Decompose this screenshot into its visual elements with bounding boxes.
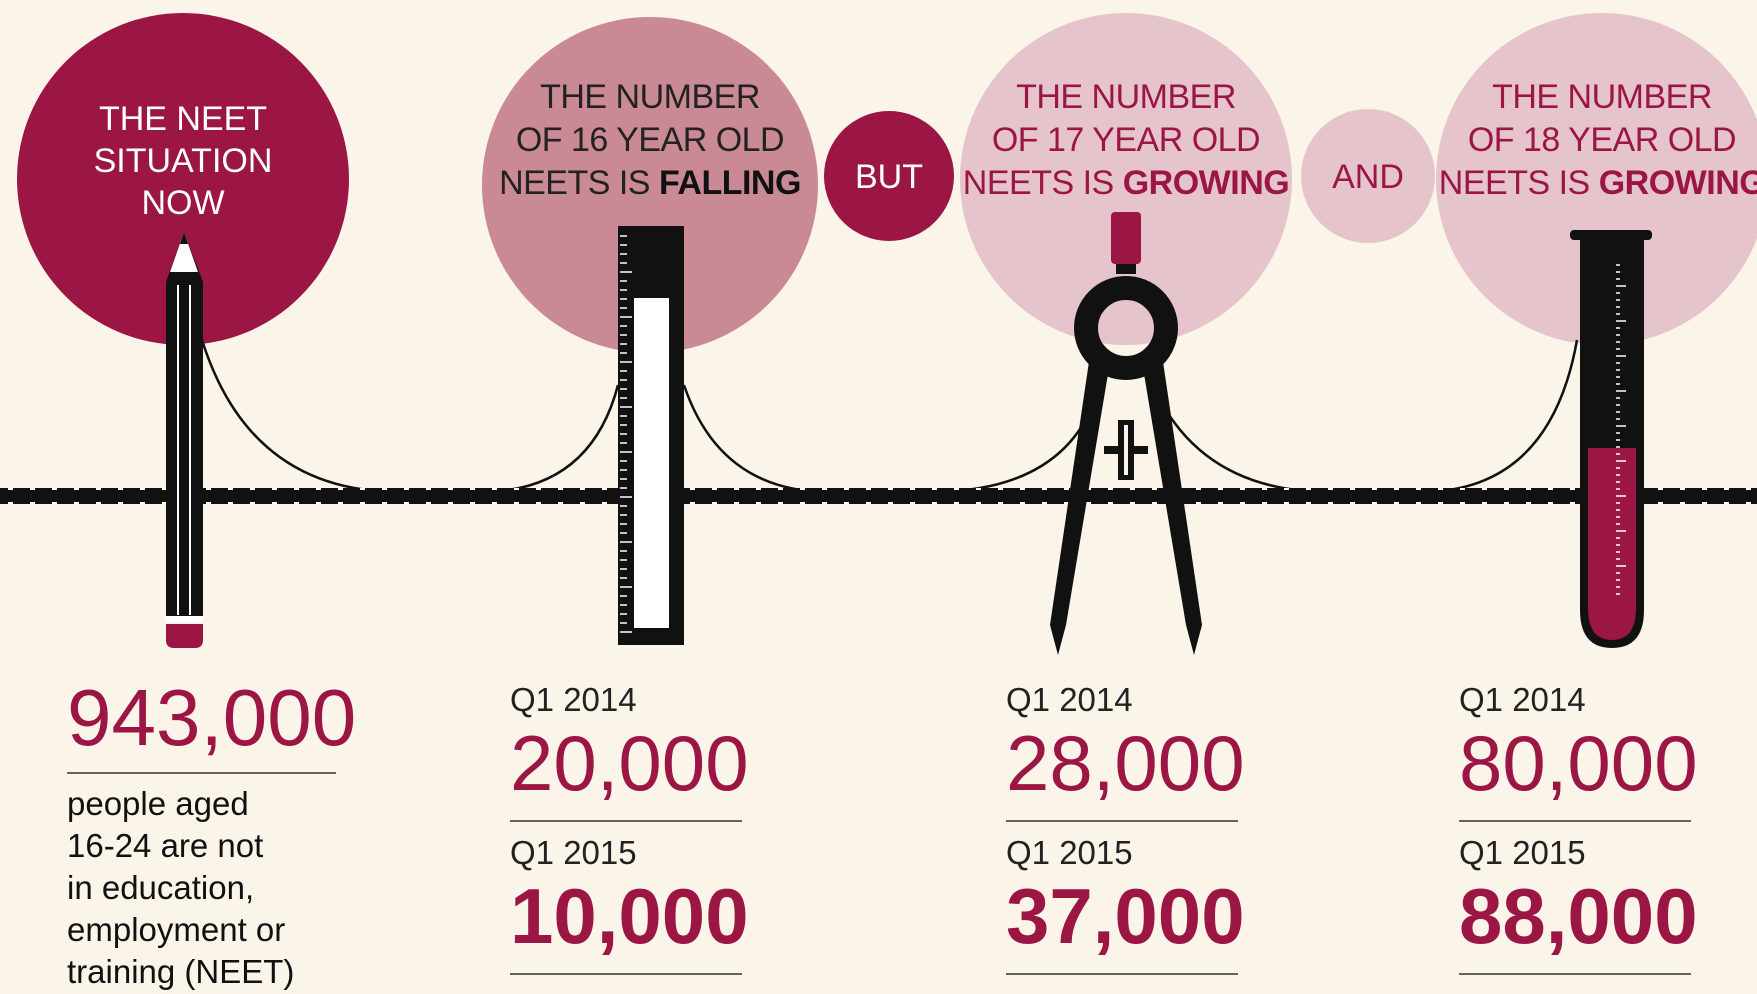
panel-title: OF 16 YEAR OLD — [516, 121, 784, 159]
stat-value: 88,000 — [1459, 872, 1698, 960]
rail-dots — [0, 488, 1757, 504]
description: in education, — [67, 869, 254, 906]
stat-label: Q1 2015 — [1006, 834, 1133, 871]
intro-title: THE NEET — [99, 100, 267, 138]
panel-title-text: NEETS IS — [499, 164, 650, 202]
intro-value: 943,000 — [67, 673, 356, 762]
panel-title: OF 17 YEAR OLD — [992, 121, 1260, 159]
ruler — [618, 226, 684, 645]
panel-title-text: OF 17 YEAR OLD — [992, 121, 1260, 159]
panel-title: THE NUMBER — [1492, 78, 1712, 116]
panel-title-emphasis: GROWING — [1123, 164, 1289, 202]
panel-title-emphasis: FALLING — [659, 164, 801, 202]
intro-title: SITUATION — [94, 142, 273, 180]
description: people aged — [67, 785, 249, 822]
stat-value: 20,000 — [510, 719, 749, 807]
panel-title: THE NUMBER — [1016, 78, 1236, 116]
intro-title: NOW — [141, 184, 224, 222]
stat-label: Q1 2014 — [1459, 681, 1586, 718]
stat-value: 37,000 — [1006, 872, 1245, 960]
stat-value: 28,000 — [1006, 719, 1245, 807]
stat-label: Q1 2014 — [1006, 681, 1133, 718]
description: 16-24 are not — [67, 827, 263, 864]
description: employment or — [67, 911, 285, 948]
panel-title-emphasis: GROWING — [1599, 164, 1757, 202]
stat-value: 10,000 — [510, 872, 749, 960]
infographic: THE NEET SITUATION NOW BUT AND 943,000 p… — [0, 0, 1757, 994]
description: training (NEET) — [67, 953, 294, 990]
connector: AND — [1332, 158, 1404, 196]
panel-title-text: THE NUMBER — [1492, 78, 1712, 116]
panel-title: THE NUMBER — [540, 78, 760, 116]
connector: BUT — [855, 158, 923, 196]
panel-title-text: OF 18 YEAR OLD — [1468, 121, 1736, 159]
panel-title: OF 18 YEAR OLD — [1468, 121, 1736, 159]
stat-value: 80,000 — [1459, 719, 1698, 807]
pencil — [166, 232, 203, 648]
test-tube — [1570, 230, 1652, 648]
panel-title-text: NEETS IS — [1439, 164, 1590, 202]
stat-label: Q1 2015 — [510, 834, 637, 871]
panel-title-text: OF 16 YEAR OLD — [516, 121, 784, 159]
panel-title-text: THE NUMBER — [540, 78, 760, 116]
stat-label: Q1 2015 — [1459, 834, 1586, 871]
panel-title-text: THE NUMBER — [1016, 78, 1236, 116]
stat-label: Q1 2014 — [510, 681, 637, 718]
panel-title-text: NEETS IS — [963, 164, 1114, 202]
